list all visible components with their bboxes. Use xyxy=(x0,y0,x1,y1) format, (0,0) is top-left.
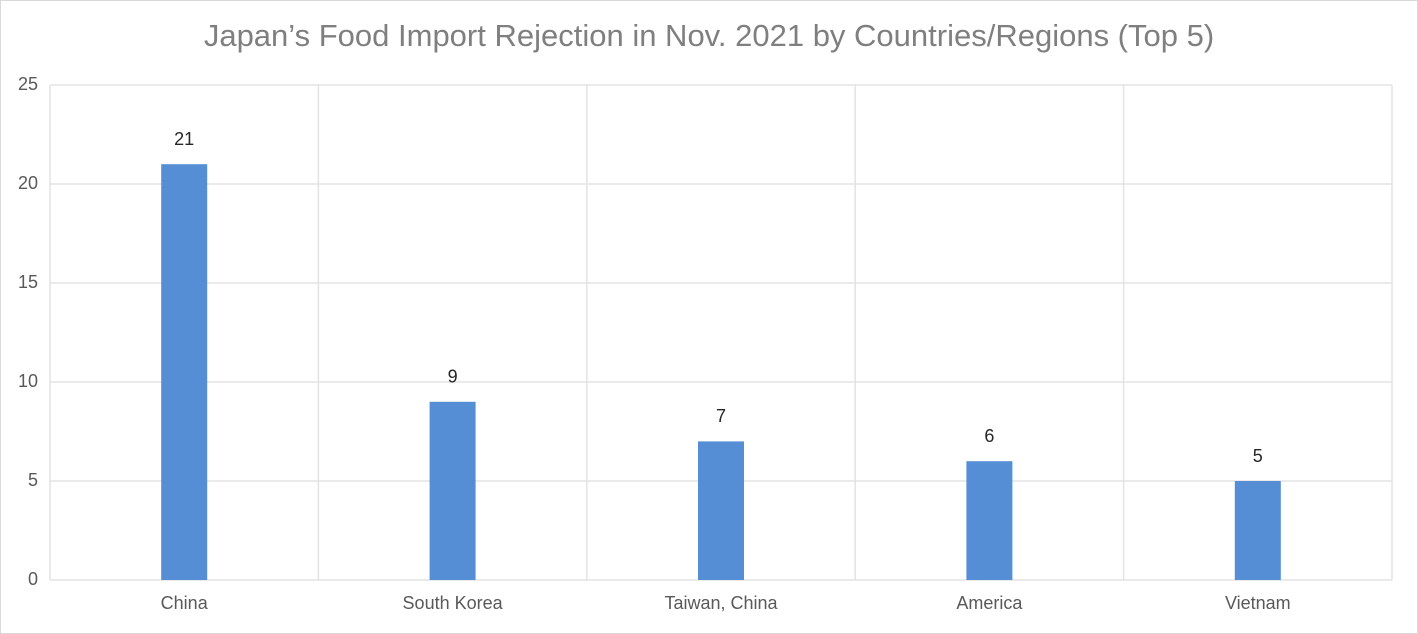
bar xyxy=(161,164,208,580)
data-label: 21 xyxy=(174,129,194,149)
y-tick-label: 20 xyxy=(18,173,38,193)
bar xyxy=(966,461,1013,580)
x-tick-label: Taiwan, China xyxy=(664,593,778,613)
y-tick-label: 15 xyxy=(18,272,38,292)
x-tick-label: China xyxy=(161,593,209,613)
data-label: 7 xyxy=(716,406,726,426)
chart-title: Japan’s Food Import Rejection in Nov. 20… xyxy=(204,18,1214,53)
data-label: 6 xyxy=(984,426,994,446)
x-tick-label: Vietnam xyxy=(1225,593,1291,613)
bar xyxy=(698,441,744,580)
y-tick-label: 10 xyxy=(18,371,38,391)
y-tick-label: 0 xyxy=(28,569,38,589)
x-tick-label: South Korea xyxy=(403,593,504,613)
data-label: 9 xyxy=(448,367,458,387)
y-tick-label: 5 xyxy=(28,470,38,490)
data-label: 5 xyxy=(1253,446,1263,466)
y-tick-label: 25 xyxy=(18,74,38,94)
x-tick-label: America xyxy=(956,593,1023,613)
bar xyxy=(429,401,476,580)
bar xyxy=(1234,481,1281,580)
